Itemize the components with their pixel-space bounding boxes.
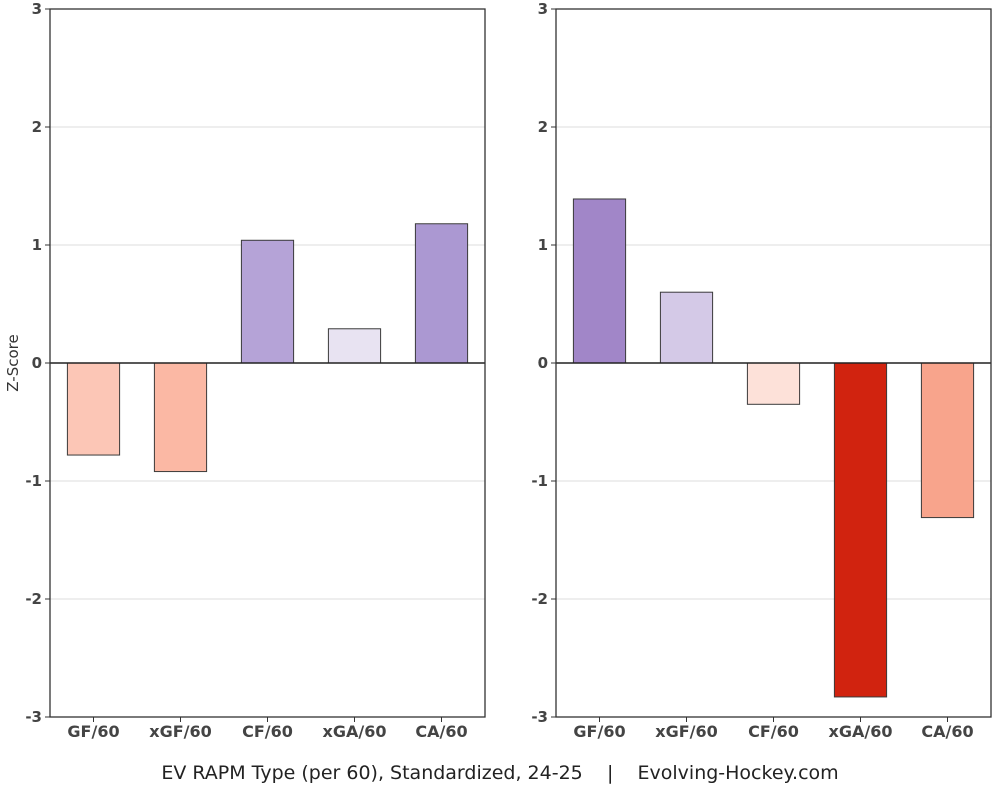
x-tick-label: xGF/60 [655,722,718,741]
x-tick-label: CA/60 [415,722,467,741]
bar-ca-per-60 [414,223,469,364]
y-tick-label: -2 [531,590,548,608]
y-tick-label: 3 [32,0,42,18]
footer-separator: | [606,762,614,784]
footer-description: EV RAPM Type (per 60), Standardized, 24-… [161,762,583,784]
x-tick-label: GF/60 [67,722,119,741]
x-tick-label: CF/60 [242,722,293,741]
footer-source: Evolving-Hockey.com [637,762,839,784]
y-tick-label: 2 [538,118,548,136]
bar-xgf-per-60 [153,362,208,473]
bar-ca-per-60 [920,362,975,519]
y-tick-label: 1 [538,236,548,254]
bar-gf-per-60 [572,198,627,364]
y-tick-label: 0 [538,354,548,372]
x-tick-label: CA/60 [921,722,973,741]
bar-cf-per-60 [746,362,801,405]
bar-xgf-per-60 [659,291,714,364]
y-tick-label: 0 [32,354,42,372]
plot-frame [555,8,992,718]
y-tick-label: -3 [531,708,548,726]
right-chart-panel: GF/60 xGF/60 CF/60 xGA/60 CA/60 -3 -2 -1 0 1 2 3 [531,0,992,741]
y-tick-label: 3 [538,0,548,18]
bar-xga-per-60 [833,362,888,698]
x-tick-label: GF/60 [573,722,625,741]
y-tick-label: -1 [25,472,42,490]
y-axis-title: Z-Score [4,334,22,391]
y-tick-label: 2 [32,118,42,136]
bar-gf-per-60 [66,362,121,456]
left-chart-panel: GF/60 xGF/60 CF/60 xGA/60 CA/60 -3 -2 -1 0 1 2 3 [25,0,486,741]
y-tick-label: -1 [531,472,548,490]
y-tick-label: 1 [32,236,42,254]
bar-xga-per-60 [327,328,382,364]
y-tick-label: -3 [25,708,42,726]
footer-caption: EV RAPM Type (per 60), Standardized, 24-… [0,762,1000,784]
plot-frame [49,8,486,718]
y-tick-label: -2 [25,590,42,608]
x-tick-label: xGF/60 [149,722,212,741]
x-tick-label: CF/60 [748,722,799,741]
x-tick-label: xGA/60 [323,722,387,741]
bar-cf-per-60 [240,239,295,364]
x-tick-label: xGA/60 [829,722,893,741]
